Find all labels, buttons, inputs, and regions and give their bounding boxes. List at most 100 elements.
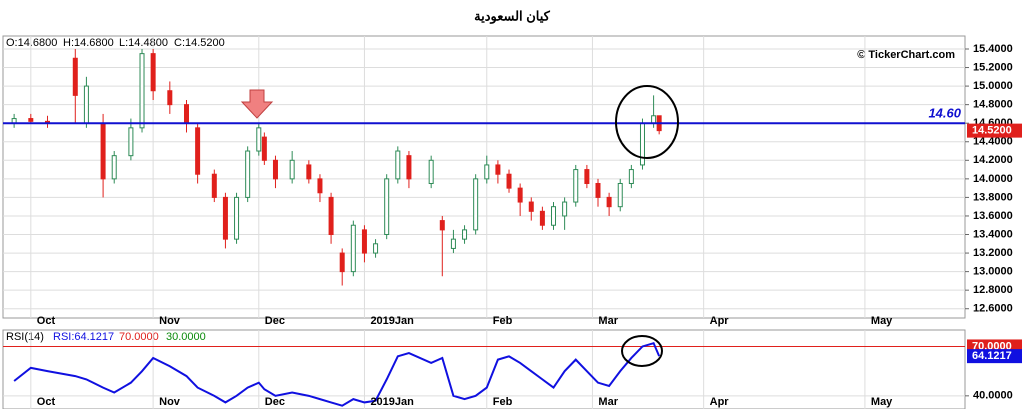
candle-body [506,173,512,189]
y-tick-label: 14.6000 [973,117,1013,129]
candle-body [406,155,412,180]
pane-content [3,330,965,409]
rsi-level-label: 70.0000 [119,331,159,343]
y-tick-label: 40.0000 [973,390,1013,402]
candle-body [539,210,545,226]
x-tick-label: May [871,315,893,327]
candle-body [128,127,134,157]
candle-body [317,178,323,194]
x-tick-label: Apr [710,396,730,408]
y-tick-label: 12.6000 [973,303,1013,315]
x-tick-label: Apr [710,315,730,327]
x-tick-label: Nov [159,396,181,408]
candle-body [350,224,356,273]
y-tick-label: 14.2000 [973,154,1013,166]
ohlc-high: H:14.6800 [63,37,114,49]
rsi-line [13,341,661,407]
candle-body [211,173,217,198]
pane-content [3,36,965,318]
x-tick-label: Dec [265,315,285,327]
candle-body [562,201,568,217]
candle-body [617,182,623,208]
rsi-level-label: 30.0000 [166,331,206,343]
candle-body [606,196,612,208]
x-tick-label: Nov [159,315,181,327]
y-tick-label: 13.2000 [973,247,1013,259]
x-tick-label: Mar [598,315,618,327]
candle-body [272,159,278,180]
candle-body [428,159,434,184]
y-tick-label: 13.4000 [973,228,1013,240]
y-tick-label: 15.0000 [973,80,1013,92]
ohlc-low: L:14.4800 [119,37,168,49]
arrow-annotation [240,89,274,119]
candle-body [573,169,579,203]
x-tick-label: Dec [265,396,285,408]
candle-body [184,104,190,124]
x-tick-label: Mar [598,396,618,408]
candle-body [584,169,590,184]
candle-body [111,155,117,180]
candle-body [551,206,557,226]
x-tick-label: Oct [37,315,56,327]
last-value-box [967,349,1022,364]
y-tick-label: 13.8000 [973,191,1013,203]
candle-body [651,115,657,124]
x-tick-label: Oct [37,396,56,408]
candle-body [361,229,367,254]
candle-body [222,196,228,240]
candle-body [195,127,201,175]
x-tick-label: Feb [493,396,513,408]
candle-body [328,196,334,236]
y-tick-label: 13.0000 [973,266,1013,278]
last-price-box [967,123,1022,138]
candle-body [167,90,173,106]
y-tick-label: 14.0000 [973,173,1013,185]
candle-body [595,182,601,198]
candle-body [150,53,156,92]
ohlc-close: C:14.5200 [174,37,225,49]
y-tick-label: 12.8000 [973,284,1013,296]
candle-body [245,150,251,198]
candle-body [373,243,379,254]
last-value-label: 64.1217 [972,350,1012,362]
candle-body [256,127,262,152]
candle-body [100,122,106,180]
x-tick-label: 2019Jan [370,396,414,408]
rsi-value: RSI:64.1217 [53,331,114,343]
y-tick-label: 15.4000 [973,43,1013,55]
y-tick-label: 13.6000 [973,210,1013,222]
candle-body [339,252,345,273]
candle-body [495,164,501,175]
circle-annotation [621,335,663,367]
last-price-label: 14.5200 [972,125,1012,137]
candle-body [306,164,312,180]
candle-body [462,229,468,240]
candle-body [384,178,390,236]
candle-body [234,196,240,240]
candle-body [517,187,523,203]
candle-body [139,53,145,129]
level-label: 14.60 [928,106,961,121]
y-tick-label: 15.2000 [973,61,1013,73]
candle-body [28,118,34,122]
x-tick-label: May [871,396,893,408]
ohlc-open: O:14.6800 [6,37,57,49]
x-tick-label: 2019Jan [370,315,414,327]
plot: Oct Nov Dec 2019Jan Feb Mar Apr May 12.6000 12.80… [3,36,1022,409]
candle-body [528,201,534,212]
candle-body [289,159,295,180]
candle-body [439,220,445,231]
rsi-title: RSI(14) [6,331,44,343]
candle-body [395,150,401,180]
x-tick-label: Feb [493,315,513,327]
candle-body [473,178,479,231]
candle-body [83,85,89,124]
candle-body [72,57,78,96]
watermark: © TickerChart.com [857,49,955,61]
y-tick-label: 14.8000 [973,99,1013,111]
y-tick-label: 14.4000 [973,136,1013,148]
chart-title: كيان السعودية [474,8,551,24]
